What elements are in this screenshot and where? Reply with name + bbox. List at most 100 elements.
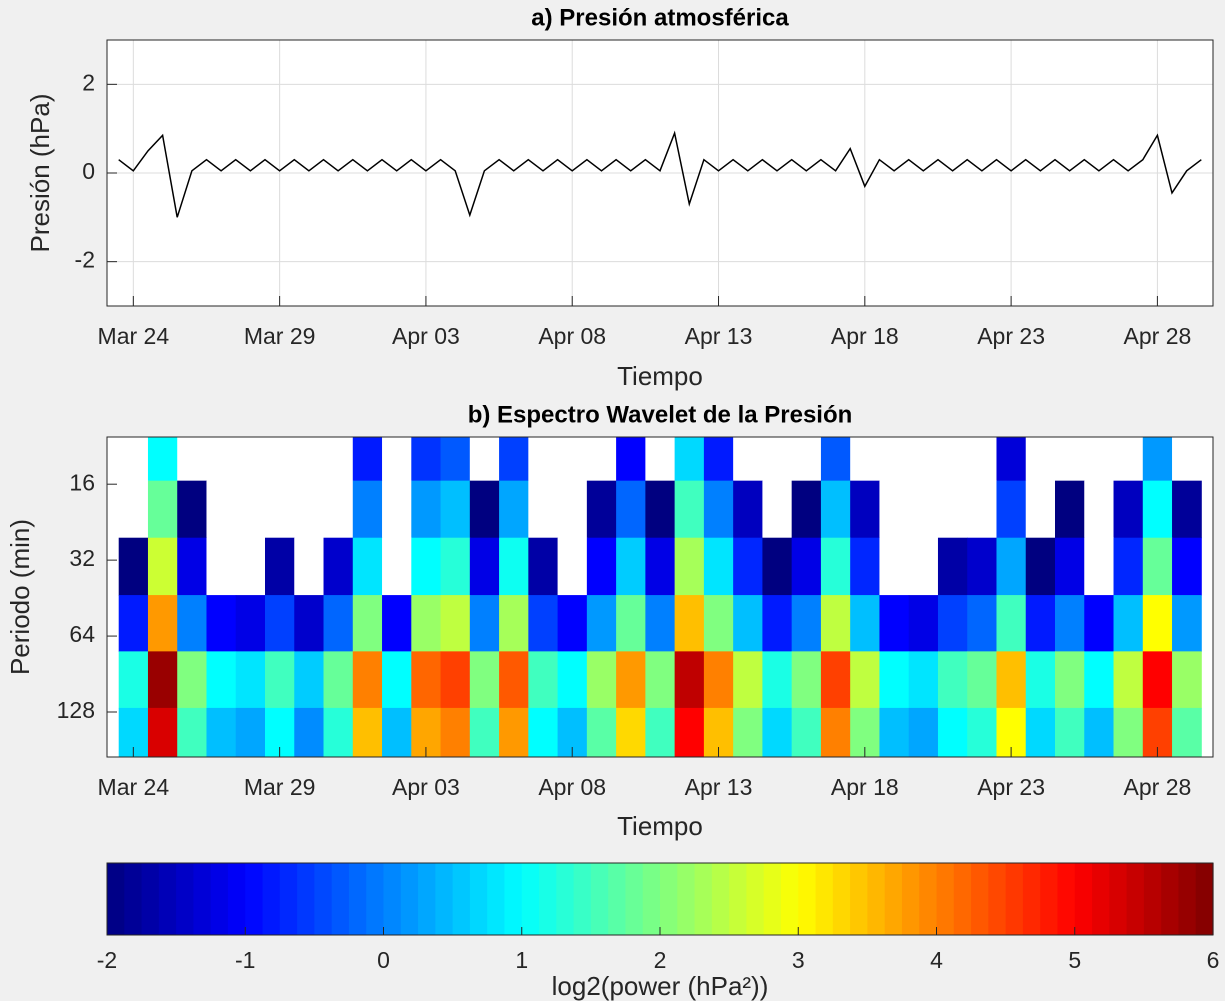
heatmap-cell <box>177 707 207 757</box>
heatmap-cell <box>118 537 149 596</box>
colorbar-swatch <box>314 863 333 935</box>
heatmap-cell <box>908 480 939 539</box>
heatmap-cell <box>440 595 471 652</box>
heatmap-cell <box>265 595 295 652</box>
heatmap-cell <box>645 437 676 482</box>
y-tick-label: 16 <box>69 469 95 495</box>
colorbar-swatch <box>660 863 678 935</box>
heatmap-cell <box>1025 437 1056 482</box>
heatmap-cell <box>294 651 325 709</box>
heatmap-cell <box>1055 595 1085 652</box>
heatmap-cell <box>118 595 149 652</box>
heatmap-cell <box>616 437 646 482</box>
heatmap-cell <box>147 651 178 709</box>
heatmap-cell <box>967 651 997 709</box>
heatmap-cell <box>1055 707 1085 757</box>
x-tick-label: Apr 13 <box>685 774 753 800</box>
colorbar-tick-label: 2 <box>654 947 667 973</box>
heatmap-cell <box>1172 437 1202 482</box>
heatmap-cell <box>177 437 207 482</box>
heatmap-cell <box>499 595 529 652</box>
colorbar-swatch <box>487 863 506 935</box>
colorbar-swatch <box>642 863 661 935</box>
heatmap-cell <box>820 537 851 596</box>
colorbar-swatch <box>331 863 350 935</box>
heatmap-cell <box>235 651 266 709</box>
heatmap-cell <box>411 537 442 596</box>
heatmap-cell <box>586 595 617 652</box>
heatmap-cell <box>1113 595 1144 652</box>
heatmap-cell <box>791 595 822 652</box>
heatmap-cell <box>557 480 588 539</box>
x-tick-label: Apr 18 <box>831 323 899 349</box>
colorbar-swatch <box>763 863 782 935</box>
colorbar-tick-label: 6 <box>1207 947 1220 973</box>
colorbar-swatch <box>504 863 523 935</box>
colorbar-swatch <box>435 863 454 935</box>
heatmap-cell <box>294 707 325 757</box>
heatmap-cell <box>1142 651 1173 709</box>
heatmap-cell <box>937 651 968 709</box>
heatmap-cell <box>937 707 968 757</box>
heatmap-cells <box>118 437 1202 757</box>
heatmap-cell <box>791 651 822 709</box>
heatmap-cell <box>820 480 851 539</box>
heatmap-cell <box>996 537 1027 596</box>
colorbar-label: log2(power (hPa²)) <box>552 971 769 1001</box>
colorbar-swatch <box>418 863 436 935</box>
heatmap-cell <box>645 651 676 709</box>
heatmap-cell <box>937 480 968 539</box>
colorbar-swatch <box>815 863 834 935</box>
heatmap-cell <box>1025 480 1056 539</box>
heatmap-cell <box>1113 707 1144 757</box>
colorbar-swatch <box>158 863 177 935</box>
heatmap-cell <box>235 707 266 757</box>
heatmap-cell <box>206 437 237 482</box>
colorbar-swatch <box>1057 863 1076 935</box>
heatmap-cell <box>967 595 997 652</box>
colorbar-swatch <box>884 863 903 935</box>
colorbar-swatch <box>539 863 557 935</box>
heatmap-cell <box>1055 437 1085 482</box>
x-tick-label: Apr 28 <box>1124 774 1192 800</box>
heatmap-cell <box>1084 437 1115 482</box>
heatmap-cell <box>528 437 559 482</box>
x-axis-label: Tiempo <box>617 361 703 391</box>
heatmap-cell <box>996 437 1027 482</box>
heatmap-cell <box>528 537 559 596</box>
x-tick-label: Apr 13 <box>685 323 753 349</box>
heatmap-cell <box>323 707 354 757</box>
heatmap-cell <box>499 437 529 482</box>
heatmap-cell <box>820 437 851 482</box>
heatmap-cell <box>118 651 149 709</box>
heatmap-cell <box>1172 480 1202 539</box>
heatmap-cell <box>235 480 266 539</box>
heatmap-cell <box>352 595 383 652</box>
heatmap-cell <box>1084 707 1115 757</box>
heatmap-cell <box>733 537 763 596</box>
heatmap-cell <box>733 437 763 482</box>
heatmap-cell <box>1055 537 1085 596</box>
heatmap-cell <box>616 537 646 596</box>
colorbar-swatch <box>1178 863 1197 935</box>
heatmap-cell <box>294 437 325 482</box>
colorbar-swatch <box>1126 863 1145 935</box>
colorbar-swatch <box>1005 863 1024 935</box>
heatmap-cell <box>265 437 295 482</box>
x-axis-label: Tiempo <box>617 811 703 841</box>
heatmap-cell <box>352 651 383 709</box>
colorbar-swatch <box>227 863 246 935</box>
colorbar-swatch <box>677 863 696 935</box>
colorbar-swatch <box>262 863 281 935</box>
y-tick-label: -2 <box>75 247 95 273</box>
heatmap-cell <box>762 437 793 482</box>
heatmap-cell <box>791 480 822 539</box>
heatmap-cell <box>762 651 793 709</box>
heatmap-cell <box>616 595 646 652</box>
heatmap-cell <box>850 437 880 482</box>
y-axis-label: Presión (hPa) <box>25 94 55 253</box>
heatmap-cell <box>703 595 734 652</box>
colorbar-swatch <box>971 863 989 935</box>
colorbar-swatch <box>1109 863 1128 935</box>
heatmap-cell <box>499 537 529 596</box>
